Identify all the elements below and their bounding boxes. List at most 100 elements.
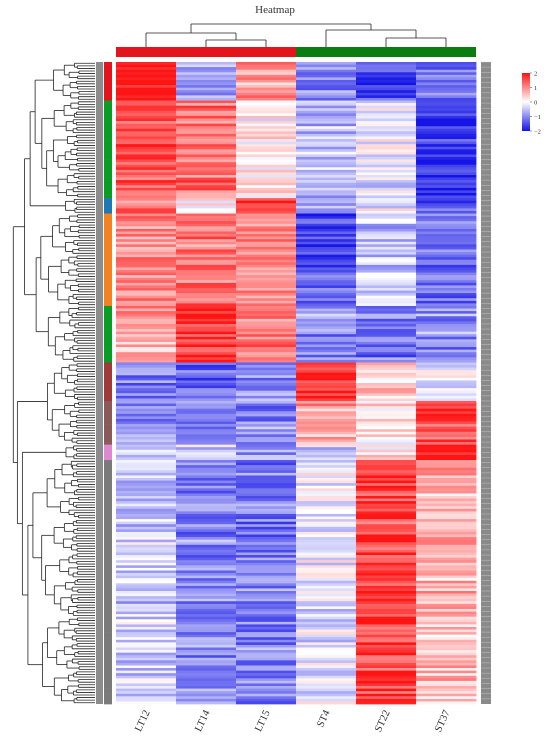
row-cluster-marker: [104, 110, 112, 114]
row-cluster-marker: [104, 513, 112, 517]
heatmap-cell: [116, 614, 177, 618]
heatmap-cell: [356, 665, 417, 669]
heatmap-cell: [236, 460, 297, 463]
heatmap-cell: [176, 596, 237, 600]
row-cluster-marker: [104, 421, 112, 425]
heatmap-cell: [176, 632, 237, 636]
heatmap-cell: [116, 192, 177, 196]
heatmap-cell: [176, 531, 237, 535]
heatmap-cell: [176, 62, 237, 65]
heatmap-cell: [236, 580, 297, 584]
heatmap-cell: [416, 511, 477, 515]
heatmap-cell: [116, 262, 177, 266]
heatmap-cell: [236, 567, 297, 571]
heatmap-cell: [356, 662, 417, 666]
heatmap-cell: [116, 239, 177, 243]
heatmap-cell: [176, 521, 237, 525]
heatmap-cell: [356, 293, 417, 297]
heatmap-cell: [116, 226, 177, 230]
heatmap-cell: [236, 390, 297, 394]
row-cluster-marker: [104, 465, 112, 469]
heatmap-cell: [176, 334, 237, 338]
heatmap-cell: [116, 619, 177, 623]
heatmap-cell: [416, 675, 477, 679]
row-cluster-marker: [104, 444, 112, 448]
heatmap-cell: [116, 390, 177, 394]
row-cluster-marker: [104, 85, 112, 89]
heatmap-cell: [356, 542, 417, 546]
heatmap-cell: [176, 280, 237, 284]
heatmap-cell: [176, 169, 237, 173]
heatmap-cell: [236, 375, 297, 379]
heatmap-cell: [176, 573, 237, 576]
heatmap-cell: [416, 655, 477, 659]
row-cluster-marker: [104, 141, 112, 145]
heatmap-cell: [296, 465, 357, 469]
heatmap-cell: [236, 105, 297, 109]
heatmap-cell: [236, 262, 297, 266]
heatmap-cell: [416, 650, 477, 653]
heatmap-cell: [116, 298, 177, 302]
heatmap-cell: [416, 377, 477, 381]
heatmap-cell: [416, 460, 477, 463]
heatmap-cell: [176, 534, 237, 538]
heatmap-cell: [416, 259, 477, 263]
heatmap-cell: [356, 436, 417, 440]
heatmap-cell: [176, 413, 237, 417]
heatmap-cell: [296, 92, 357, 96]
heatmap-cell: [356, 452, 417, 456]
heatmap-cell: [116, 359, 177, 363]
heatmap-cell: [116, 560, 177, 564]
heatmap-cell: [356, 498, 417, 502]
heatmap-cell: [296, 447, 357, 451]
heatmap-cell: [176, 560, 237, 564]
heatmap-cell: [296, 257, 357, 261]
heatmap-cell: [416, 318, 477, 322]
row-cluster-marker: [104, 642, 112, 646]
row-cluster-marker: [104, 357, 112, 361]
row-cluster-marker: [104, 614, 112, 618]
legend-tick-label: −1: [534, 114, 541, 121]
heatmap-cell: [296, 139, 357, 142]
heatmap-cell: [296, 252, 357, 255]
row-cluster-marker: [104, 460, 112, 463]
row-cluster-marker: [104, 611, 112, 615]
heatmap-cell: [356, 413, 417, 417]
heatmap-cell: [236, 408, 297, 412]
heatmap-cell: [176, 223, 237, 227]
heatmap-cell: [356, 105, 417, 109]
row-cluster-marker: [104, 408, 112, 412]
heatmap-cell: [236, 601, 297, 605]
heatmap-cell: [356, 349, 417, 353]
heatmap-cell: [116, 174, 177, 178]
heatmap-cell: [296, 660, 357, 664]
heatmap-cell: [116, 115, 177, 119]
heatmap-cell: [416, 303, 477, 307]
heatmap-cell: [236, 97, 297, 101]
heatmap-cell: [236, 198, 297, 202]
heatmap-cell: [236, 632, 297, 636]
heatmap-cell: [116, 462, 177, 466]
heatmap-cell: [356, 228, 417, 232]
heatmap-cell: [116, 195, 177, 199]
heatmap-cell: [356, 421, 417, 425]
heatmap-cell: [356, 136, 417, 140]
heatmap-cell: [116, 416, 177, 420]
heatmap-cell: [296, 357, 357, 361]
heatmap-cell: [356, 385, 417, 389]
heatmap-cell: [116, 90, 177, 94]
row-cluster-marker: [104, 82, 112, 86]
heatmap-cell: [416, 69, 477, 73]
heatmap-cell: [236, 483, 297, 487]
heatmap-cell: [416, 74, 477, 78]
heatmap-cell: [416, 698, 477, 702]
heatmap-cell: [416, 447, 477, 451]
heatmap-cell: [176, 305, 237, 309]
row-cluster-marker: [104, 172, 112, 176]
heatmap-cell: [356, 226, 417, 230]
heatmap-cell: [296, 542, 357, 546]
heatmap-cell: [356, 470, 417, 474]
heatmap-cell: [296, 182, 357, 186]
heatmap-cell: [236, 531, 297, 535]
heatmap-cell: [296, 439, 357, 443]
